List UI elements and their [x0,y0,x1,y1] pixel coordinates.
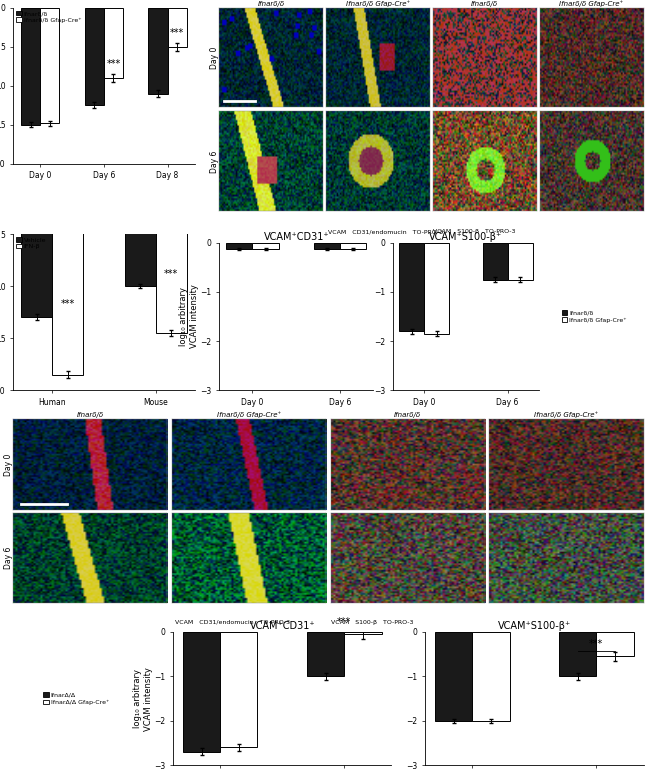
Title: Ifnarδ/δ: Ifnarδ/δ [394,412,421,418]
Bar [85,8,104,105]
Text: ***: *** [164,269,178,279]
Y-axis label: Day 0: Day 0 [5,453,14,475]
Legend: IfnarΔ/Δ, IfnarΔ/Δ Gfap-Cre⁺: IfnarΔ/Δ, IfnarΔ/Δ Gfap-Cre⁺ [44,693,109,705]
Y-axis label: log₁₀ arbitrary
VCAM intensity: log₁₀ arbitrary VCAM intensity [133,666,153,730]
Bar [40,8,59,123]
Y-axis label: Day 0: Day 0 [211,46,220,69]
Title: Ifnarδ/δ Gfap-Cre⁺: Ifnarδ/δ Gfap-Cre⁺ [346,0,410,7]
Title: Ifnarδ/δ: Ifnarδ/δ [471,1,499,7]
Bar [220,632,257,747]
Bar [148,8,168,94]
Bar [483,243,508,280]
Title: VCAM⁺S100-β⁺: VCAM⁺S100-β⁺ [430,232,502,242]
Title: Ifnarδ/δ Gfap-Cre⁺: Ifnarδ/δ Gfap-Cre⁺ [216,411,281,418]
Legend: Ifnarδ/δ, Ifnarδ/δ Gfap-Cre⁺: Ifnarδ/δ, Ifnarδ/δ Gfap-Cre⁺ [562,310,627,323]
Bar [424,243,449,334]
Bar [21,8,40,124]
Text: ***: *** [590,639,603,649]
Bar [168,8,187,46]
Text: ***: *** [170,28,184,38]
Y-axis label: log₁₀ arbitrary
VCAM intensity: log₁₀ arbitrary VCAM intensity [179,284,199,349]
Bar [155,182,187,333]
Bar [307,632,345,676]
Bar [559,632,596,676]
Bar [125,182,155,286]
Text: VCAM   S100-β   TO-PRO-3: VCAM S100-β TO-PRO-3 [433,229,515,234]
Text: ***: *** [107,60,121,70]
Bar [340,243,367,249]
Legend: Ifnarδ/δ, Ifnarδ/δ Gfap-Cre⁺: Ifnarδ/δ, Ifnarδ/δ Gfap-Cre⁺ [16,11,81,23]
Title: VCAM⁺S100-β⁺: VCAM⁺S100-β⁺ [498,621,571,632]
Text: ***: *** [337,617,352,627]
Text: VCAM   S100-β   TO-PRO-3: VCAM S100-β TO-PRO-3 [331,620,413,625]
Title: VCAM⁺CD31⁺: VCAM⁺CD31⁺ [250,621,315,632]
Title: Ifnarδ/δ: Ifnarδ/δ [77,412,103,418]
Text: C: C [190,0,199,3]
Y-axis label: Day 6: Day 6 [5,547,14,570]
Title: Ifnarδ/δ Gfap-Cre⁺: Ifnarδ/δ Gfap-Cre⁺ [534,411,599,418]
Text: ***: *** [60,299,75,309]
Bar [52,182,83,375]
Title: Ifnarδ/δ Gfap-Cre⁺: Ifnarδ/δ Gfap-Cre⁺ [560,0,624,7]
Text: VCAM   CD31/endomucin   TO-PRO-3: VCAM CD31/endomucin TO-PRO-3 [328,229,443,234]
Bar [252,243,279,249]
Bar [226,243,252,249]
Bar [399,243,424,331]
Bar [104,8,123,78]
Legend: Vehicle, IFN-β: Vehicle, IFN-β [16,237,46,249]
Y-axis label: Day 6: Day 6 [211,150,220,172]
Bar [473,632,510,721]
Bar [344,632,382,634]
Title: Ifnarδ/δ: Ifnarδ/δ [257,1,285,7]
Bar [596,632,634,656]
Bar [314,243,340,249]
Bar [435,632,473,721]
Text: VCAM   CD31/endomucin   TO-PRO-3: VCAM CD31/endomucin TO-PRO-3 [175,620,290,625]
Title: VCAM⁺CD31⁺: VCAM⁺CD31⁺ [263,232,329,242]
Bar [21,182,52,317]
Bar [508,243,532,280]
Bar [183,632,220,752]
